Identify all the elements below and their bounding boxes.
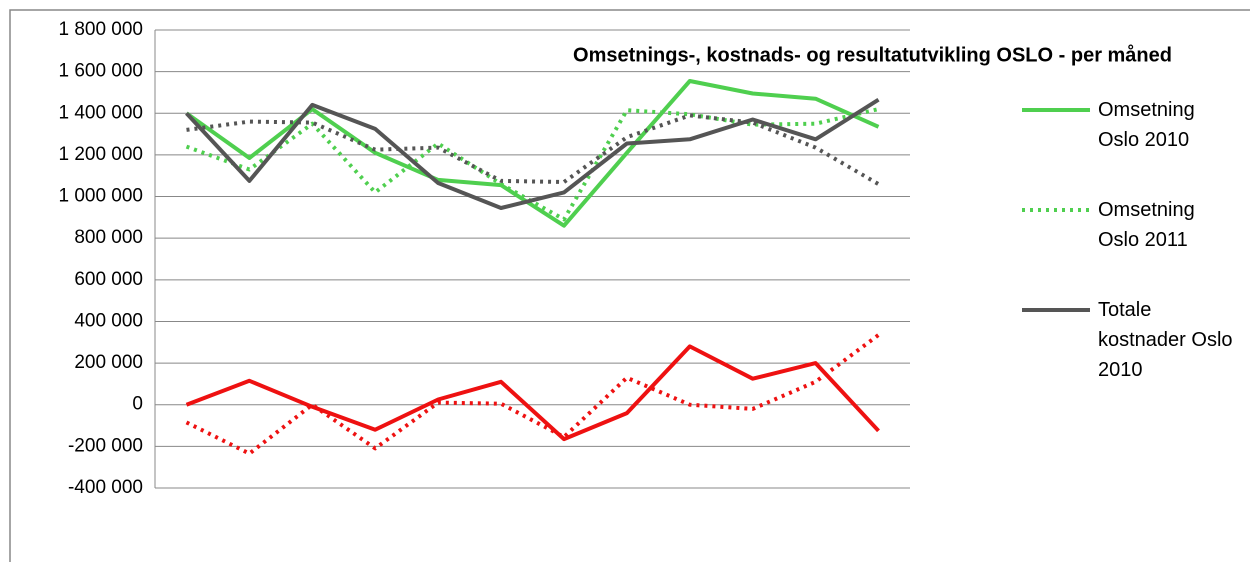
legend-label: Totale kostnader Oslo 2010 xyxy=(1098,299,1233,381)
y-tick-label: 1 000 000 xyxy=(58,186,143,207)
y-tick-label: 400 000 xyxy=(74,310,143,331)
legend-label: Omsetning Oslo 2011 xyxy=(1098,199,1195,251)
chart-border xyxy=(9,9,1250,562)
y-tick-label: 0 xyxy=(132,394,143,415)
y-tick-label: -200 000 xyxy=(68,435,143,456)
series-line xyxy=(186,113,880,186)
y-tick-label: 1 600 000 xyxy=(58,61,143,82)
y-tick-label: 800 000 xyxy=(74,227,143,248)
chart-title: Omsetnings-, kostnads- og resultatutvikl… xyxy=(573,43,1172,66)
y-tick-label: 1 200 000 xyxy=(58,144,143,165)
legend-label: Omsetning Oslo 2010 xyxy=(1098,99,1195,151)
y-tick-label: -400 000 xyxy=(68,477,143,498)
y-tick-label: 1 400 000 xyxy=(58,102,143,123)
y-tick-label: 600 000 xyxy=(74,269,143,290)
y-tick-label: 200 000 xyxy=(74,352,143,373)
series-line xyxy=(185,79,880,228)
y-tick-label: 1 800 000 xyxy=(58,19,143,40)
series-line xyxy=(185,98,880,210)
series-line xyxy=(185,333,880,456)
series-line xyxy=(185,344,880,442)
